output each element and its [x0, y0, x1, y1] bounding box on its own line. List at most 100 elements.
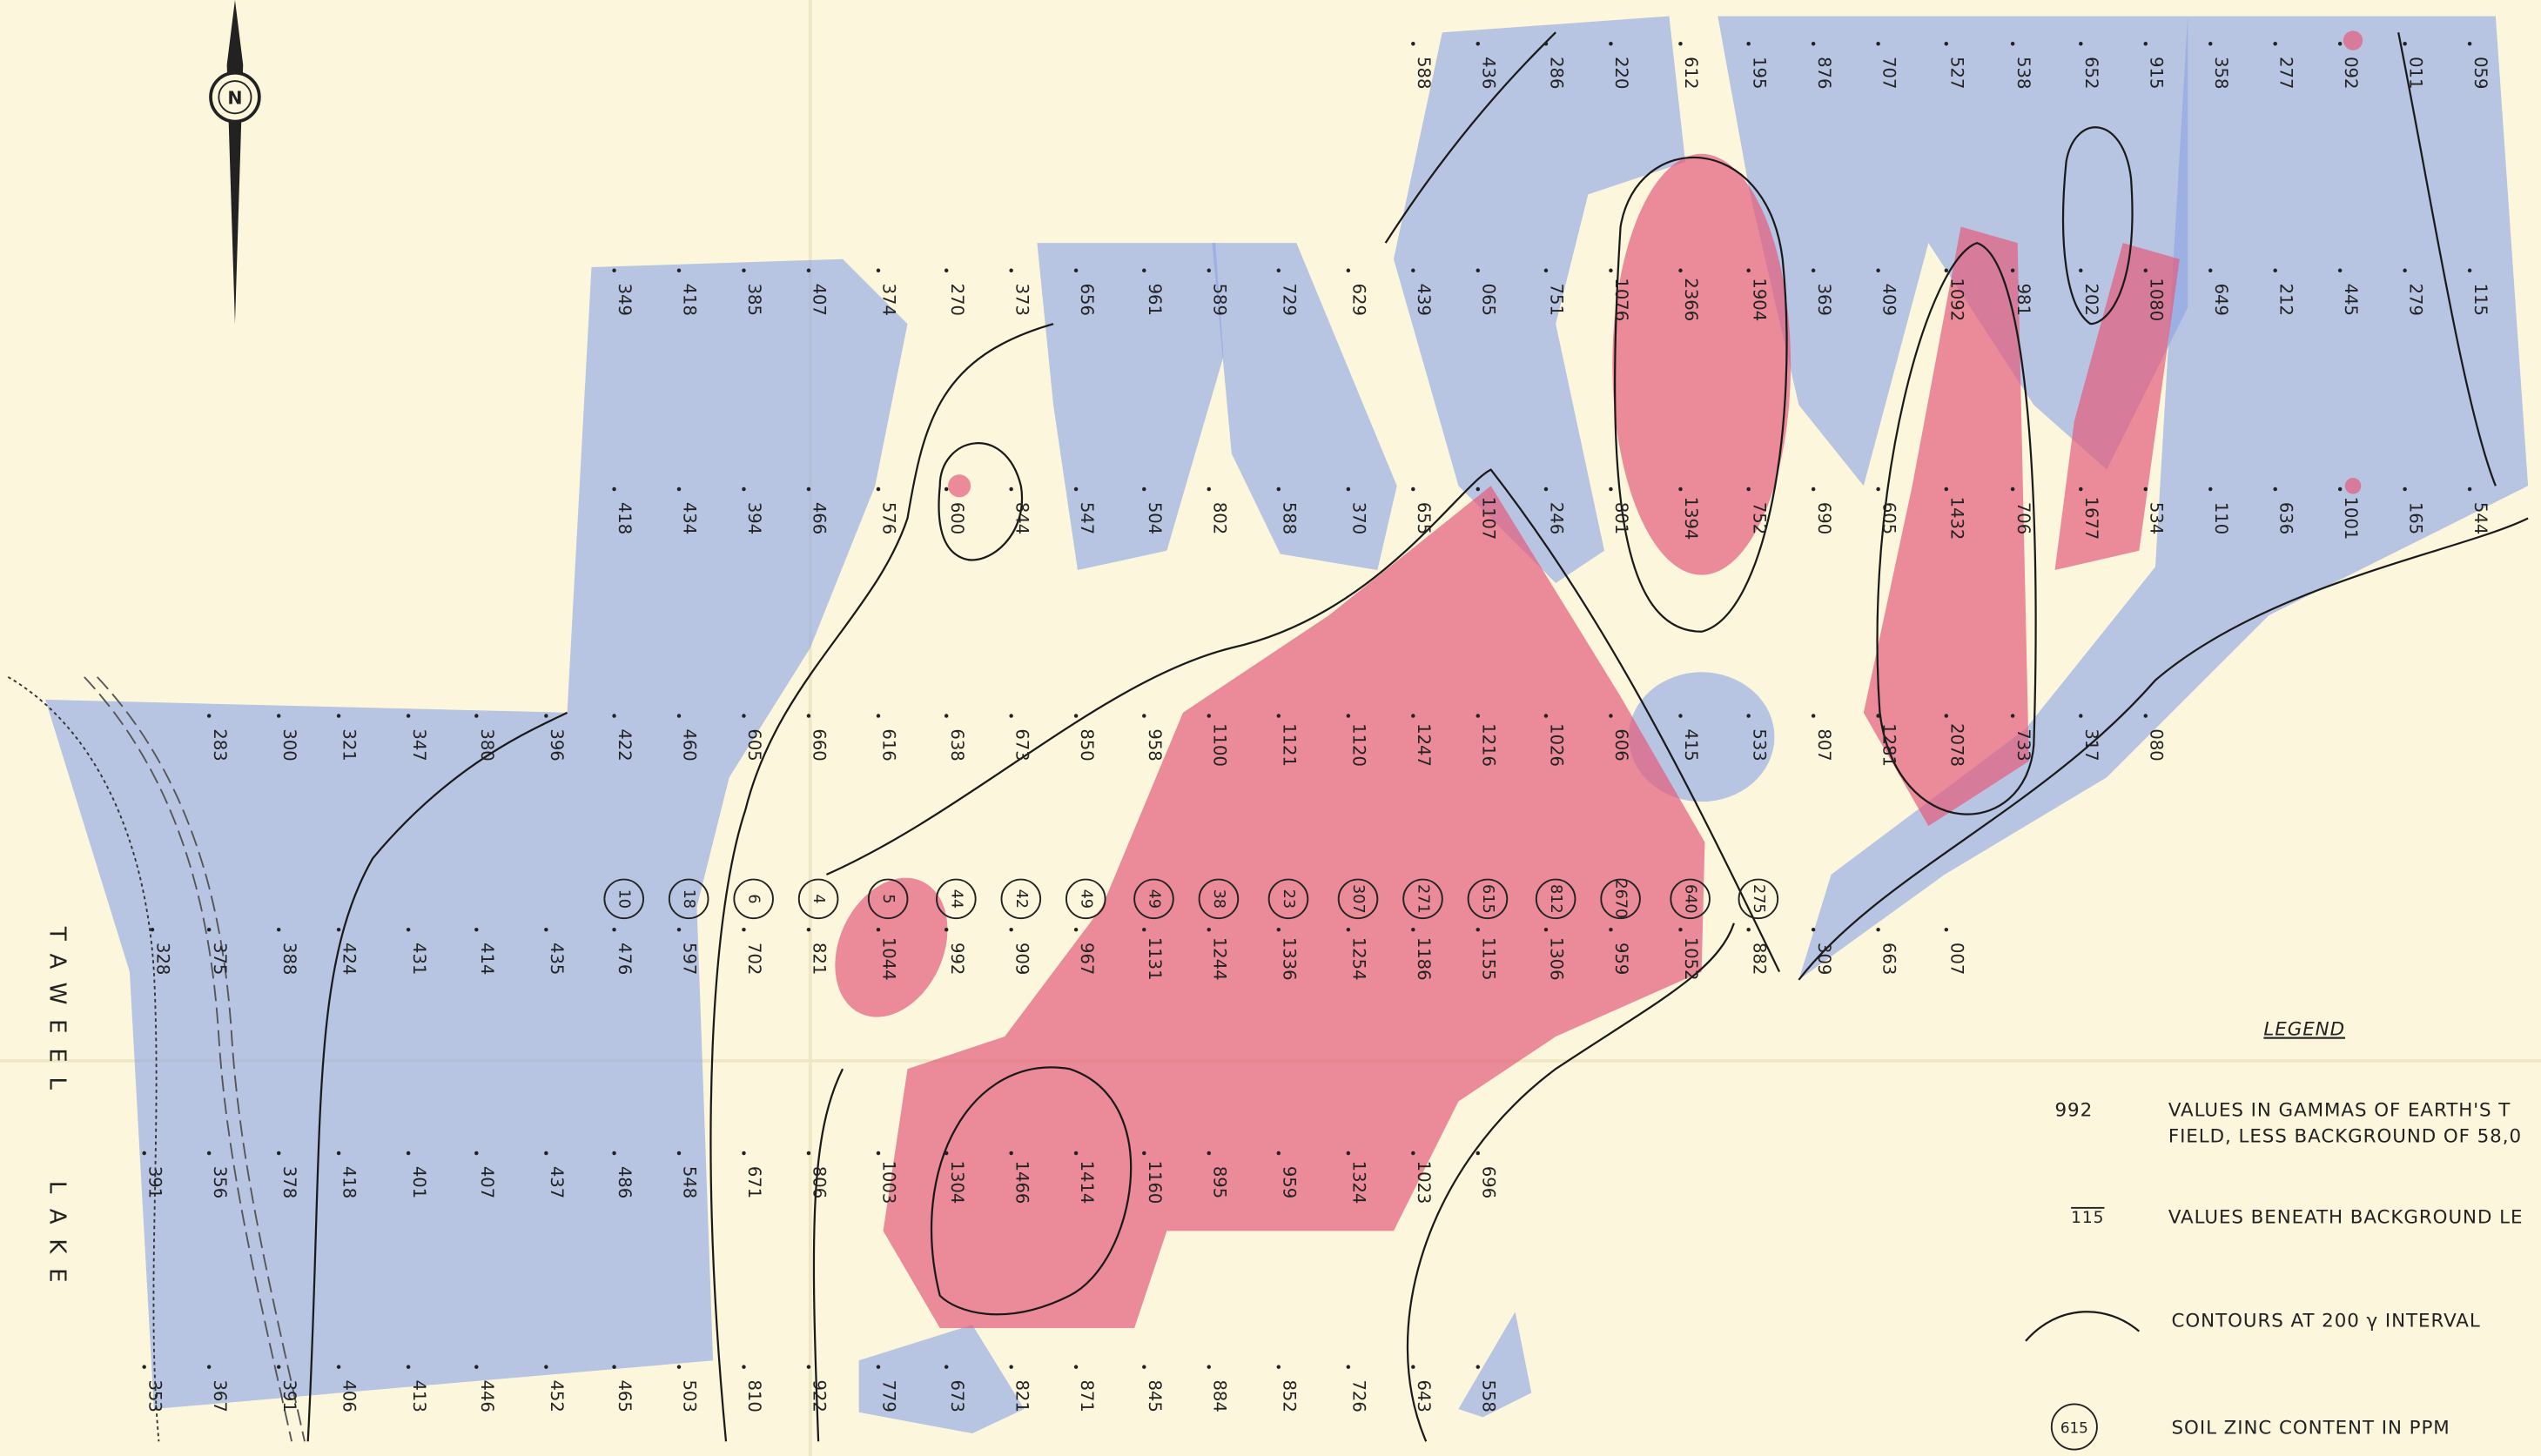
station-dot: [1811, 714, 1816, 718]
station-value: 110: [2211, 502, 2231, 534]
station-value: 370: [1349, 502, 1369, 534]
station-dot: [806, 268, 811, 273]
station-value: 1100: [1209, 723, 1229, 767]
station-dot: [1876, 486, 1880, 492]
compass: N: [209, 0, 261, 325]
station-value: 1414: [1077, 1161, 1097, 1204]
station-dot: [1411, 927, 1415, 932]
station-dot: [276, 1365, 281, 1369]
red-zone: [835, 877, 948, 1017]
station-value: 385: [744, 284, 764, 316]
station-dot: [1811, 42, 1816, 46]
station-dot: [1346, 927, 1351, 932]
station-value: 922: [810, 1380, 830, 1412]
station-value: 1076: [1611, 278, 1631, 321]
station-dot: [1609, 42, 1613, 46]
blue-zone: [1393, 16, 1686, 583]
station-dot: [1346, 1151, 1351, 1156]
zinc-value: 10: [615, 889, 633, 909]
station-dot: [1276, 486, 1281, 492]
contour-line: [1798, 517, 2529, 981]
station-dot: [2208, 486, 2213, 492]
station-dot: [2079, 714, 2083, 718]
station-dot: [406, 927, 411, 932]
station-value: 115: [2470, 284, 2491, 316]
station-dot: [1207, 1365, 1211, 1369]
station-dot: [1876, 268, 1880, 273]
station-dot: [2143, 42, 2148, 46]
blue-zone: [1212, 243, 1397, 571]
station-dot: [474, 927, 479, 932]
station-dot: [1142, 714, 1146, 718]
station-value: 606: [1611, 728, 1631, 761]
station-dot: [1009, 268, 1013, 273]
station-dot: [1543, 42, 1549, 46]
station-dot: [676, 268, 682, 273]
contour-line: [1384, 31, 1556, 244]
station-dot: [806, 1151, 811, 1156]
station-value: 220: [1611, 57, 1631, 89]
station-value: 212: [2275, 284, 2296, 316]
legend-text: FIELD, LESS BACKGROUND OF 58,0: [2168, 1125, 2522, 1147]
station-value: 328: [153, 943, 173, 975]
station-value: 465: [615, 1380, 635, 1412]
zinc-circle: [867, 878, 909, 920]
legend-title: LEGEND: [2263, 1019, 2345, 1041]
legend-text: CONTOURS AT 200 γ INTERVAL: [2172, 1311, 2481, 1332]
station-dot: [1346, 714, 1351, 718]
station-dot: [2143, 486, 2148, 492]
station-dot: [742, 714, 746, 718]
north-label: N: [227, 88, 242, 109]
station-dot: [944, 1365, 949, 1369]
station-dot: [2079, 268, 2083, 273]
station-value: 407: [477, 1166, 497, 1198]
station-dot: [612, 927, 616, 932]
station-value: 007: [1946, 943, 1966, 975]
station-value: 388: [279, 943, 299, 975]
station-value: 649: [2211, 284, 2231, 316]
station-value: 413: [409, 1380, 429, 1412]
station-value: 1121: [1279, 723, 1299, 767]
station-dot: [142, 1151, 146, 1156]
station-dot: [1476, 1151, 1481, 1156]
station-value: 779: [879, 1380, 899, 1412]
zinc-value: 49: [1077, 889, 1094, 909]
zinc-circle: [1738, 878, 1779, 920]
contour-line: [1406, 923, 1735, 1442]
zinc-value: 38: [1210, 889, 1227, 909]
station-dot: [2467, 42, 2472, 46]
station-dot: [806, 1365, 811, 1369]
station-dot: [406, 1151, 411, 1156]
zinc-value: 271: [1414, 884, 1431, 914]
station-value: 460: [680, 728, 700, 761]
station-dot: [1142, 486, 1146, 492]
station-dot: [276, 714, 281, 718]
station-dot: [1411, 268, 1415, 273]
red-zone: [1863, 226, 2029, 827]
zinc-value: 42: [1012, 889, 1030, 909]
zinc-value: 5: [879, 894, 897, 903]
station-dot: [1207, 714, 1211, 718]
zinc-circle: [1133, 878, 1174, 920]
contours: [306, 31, 2529, 1442]
station-dot: [2010, 486, 2015, 492]
blue-zone: [1718, 16, 2188, 486]
station-dot: [1073, 1365, 1079, 1369]
station-dot: [1411, 714, 1415, 718]
station-dot: [142, 1365, 146, 1369]
station-value: 690: [1814, 502, 1834, 534]
legend: LEGEND 992 VALUES IN GAMMAS OF EARTH'S T…: [2025, 1019, 2524, 1451]
station-dot: [1543, 268, 1549, 273]
station-value: 882: [1749, 943, 1769, 975]
station-value: 437: [547, 1166, 567, 1198]
contour-line: [938, 442, 1024, 561]
compass-ring: [209, 70, 261, 124]
station-value: 706: [2013, 502, 2033, 534]
station-value: 1160: [1145, 1161, 1165, 1204]
legend-contour: [2025, 1311, 2141, 1342]
station-value: 652: [2081, 57, 2101, 89]
station-dot: [1746, 486, 1751, 492]
contour-line: [709, 323, 1054, 1442]
legend-text: VALUES BENEATH BACKGROUND LE: [2168, 1206, 2524, 1228]
